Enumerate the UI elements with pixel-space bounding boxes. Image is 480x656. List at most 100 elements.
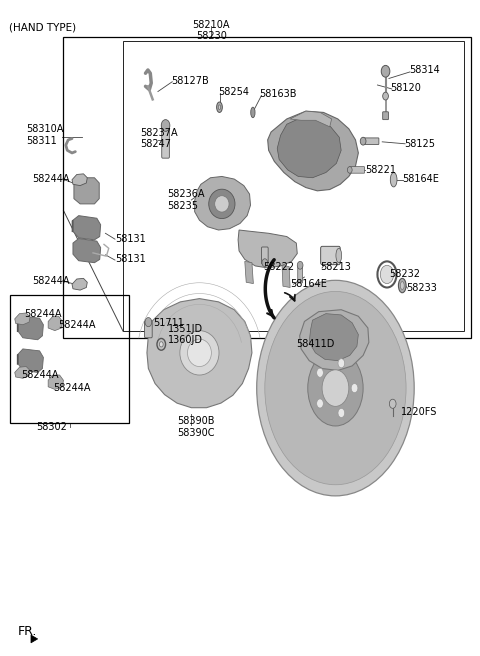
Polygon shape (195, 176, 251, 230)
FancyBboxPatch shape (363, 138, 379, 144)
Circle shape (381, 66, 390, 77)
Ellipse shape (390, 173, 397, 187)
Polygon shape (72, 174, 87, 186)
Text: 58411D: 58411D (296, 339, 335, 350)
Polygon shape (268, 111, 359, 191)
Circle shape (380, 265, 394, 283)
Bar (63, 37, 471, 338)
Polygon shape (15, 367, 30, 379)
Circle shape (317, 368, 324, 377)
Text: 58244A: 58244A (53, 383, 90, 393)
Text: 58131: 58131 (115, 255, 146, 264)
Circle shape (265, 291, 406, 485)
Text: 58244A: 58244A (22, 370, 59, 380)
Circle shape (161, 119, 170, 131)
Polygon shape (17, 354, 18, 365)
FancyBboxPatch shape (383, 112, 388, 119)
Polygon shape (238, 230, 297, 268)
Ellipse shape (218, 105, 221, 110)
Text: 58236A
58235: 58236A 58235 (168, 189, 205, 211)
Circle shape (317, 399, 324, 408)
Circle shape (297, 261, 303, 269)
Text: 58210A
58230: 58210A 58230 (192, 20, 230, 41)
Ellipse shape (180, 331, 219, 375)
Polygon shape (147, 298, 252, 407)
Text: 58310A
58311: 58310A 58311 (26, 125, 63, 146)
Polygon shape (18, 349, 43, 373)
Ellipse shape (188, 339, 211, 367)
Circle shape (383, 92, 388, 100)
Text: 58302: 58302 (36, 422, 67, 432)
Text: 58244A: 58244A (33, 174, 70, 184)
Text: 58233: 58233 (406, 283, 437, 293)
Circle shape (360, 137, 366, 145)
Text: (HAND TYPE): (HAND TYPE) (9, 22, 76, 32)
Circle shape (262, 258, 268, 266)
Polygon shape (290, 111, 332, 127)
Text: 1351JD
1360JD: 1351JD 1360JD (168, 323, 203, 345)
Text: 58127B: 58127B (171, 76, 208, 86)
FancyBboxPatch shape (144, 321, 152, 338)
Circle shape (308, 350, 363, 426)
Polygon shape (277, 117, 341, 178)
Ellipse shape (251, 107, 255, 117)
Text: 58244A: 58244A (33, 276, 70, 286)
Ellipse shape (336, 249, 342, 262)
Polygon shape (48, 316, 62, 331)
Polygon shape (282, 265, 290, 287)
Text: 58125: 58125 (405, 139, 436, 149)
Text: 58163B: 58163B (259, 89, 297, 99)
Text: 58164E: 58164E (290, 279, 327, 289)
FancyBboxPatch shape (262, 247, 268, 264)
Text: 58221: 58221 (365, 165, 396, 175)
Circle shape (338, 409, 345, 417)
Text: 58232: 58232 (389, 270, 420, 279)
Text: 58254: 58254 (218, 87, 250, 96)
Text: 58131: 58131 (115, 234, 146, 243)
Text: 58120: 58120 (390, 83, 421, 92)
FancyBboxPatch shape (321, 247, 340, 264)
Text: 58213: 58213 (320, 262, 351, 272)
Polygon shape (18, 316, 43, 340)
Circle shape (348, 167, 352, 173)
Text: FR.: FR. (18, 625, 37, 638)
Bar (123, 41, 464, 331)
Circle shape (145, 318, 152, 327)
Text: 58314: 58314 (409, 65, 440, 75)
Text: 58164E: 58164E (402, 174, 439, 184)
Ellipse shape (400, 281, 404, 289)
Polygon shape (245, 261, 253, 283)
Polygon shape (73, 216, 101, 240)
Text: 58237A
58247: 58237A 58247 (140, 128, 178, 150)
Text: 1220FS: 1220FS (401, 407, 438, 417)
Circle shape (389, 400, 396, 408)
Circle shape (322, 370, 349, 406)
Circle shape (338, 359, 345, 368)
Text: 58222: 58222 (263, 262, 294, 272)
Ellipse shape (215, 195, 229, 212)
Text: 51711: 51711 (153, 318, 184, 328)
Polygon shape (74, 178, 99, 204)
Polygon shape (309, 314, 359, 361)
Ellipse shape (216, 102, 222, 112)
FancyBboxPatch shape (162, 124, 169, 158)
Bar (10, 295, 129, 422)
FancyBboxPatch shape (298, 265, 302, 283)
Circle shape (257, 280, 414, 496)
Polygon shape (300, 310, 369, 371)
Text: 58244A: 58244A (58, 319, 95, 330)
Polygon shape (73, 239, 101, 262)
Polygon shape (15, 313, 30, 325)
Polygon shape (17, 321, 18, 332)
Polygon shape (48, 375, 63, 390)
Ellipse shape (398, 278, 406, 293)
Polygon shape (72, 278, 87, 290)
Polygon shape (72, 220, 73, 232)
Ellipse shape (209, 189, 235, 218)
Circle shape (159, 342, 163, 347)
Text: 58390B
58390C: 58390B 58390C (177, 417, 215, 438)
FancyBboxPatch shape (349, 167, 364, 173)
Circle shape (351, 384, 358, 393)
Polygon shape (31, 635, 37, 643)
Text: 58244A: 58244A (24, 308, 62, 319)
